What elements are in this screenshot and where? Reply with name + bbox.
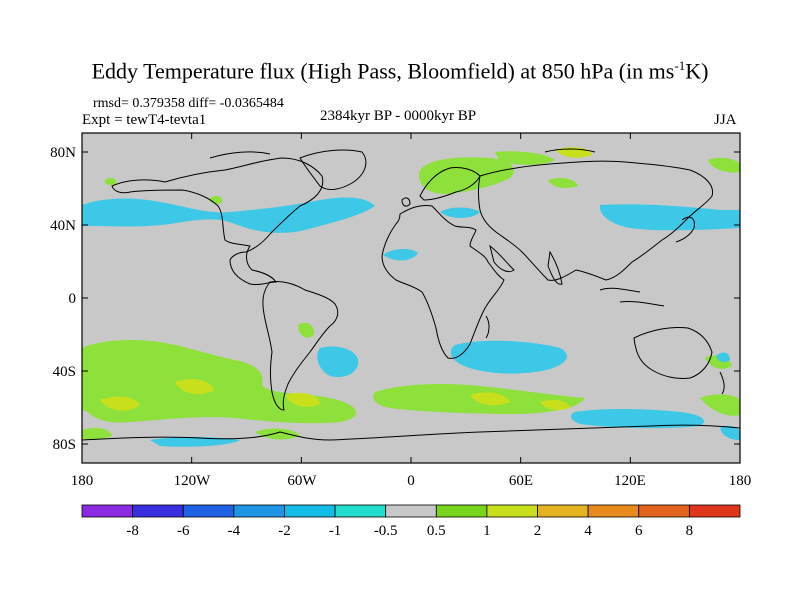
- colorbar-label: -2: [278, 523, 291, 539]
- south-america-coast: [262, 281, 339, 411]
- cyan-region: [720, 425, 740, 440]
- lat-label-40s: 40S: [53, 364, 76, 380]
- madagascar-coast: [485, 315, 490, 339]
- colorbar-swatch: [182, 504, 235, 518]
- experiment-label: Expt = tewT4-tevta1: [82, 112, 207, 128]
- colorbar-label: -1: [329, 523, 342, 539]
- yellow-region: [100, 396, 140, 411]
- yellow-region: [285, 392, 320, 407]
- lat-label-80s: 80S: [53, 437, 76, 453]
- colorbar-swatch: [284, 504, 336, 518]
- uk-coast: [401, 197, 411, 207]
- green-region: [548, 178, 578, 188]
- title-superscript: -1: [674, 58, 686, 73]
- cyan-region: [599, 204, 740, 231]
- colorbar-label: -4: [228, 523, 241, 539]
- yellow-region: [540, 400, 570, 410]
- colorbar: [81, 504, 741, 518]
- green-region: [255, 428, 300, 440]
- cyan-region: [570, 409, 704, 429]
- anomaly-fields: [82, 147, 740, 447]
- lat-label-40n: 40N: [50, 218, 76, 234]
- colorbar-label: 4: [584, 523, 592, 539]
- north-america-coast: [111, 157, 324, 286]
- colorbar-label: 8: [686, 523, 694, 539]
- colorbar-swatch: [486, 504, 538, 518]
- arctic-islands-coast: [544, 148, 596, 153]
- europe-africa-coast: [381, 205, 505, 359]
- colorbar-swatch: [688, 504, 741, 518]
- green-region: [495, 151, 555, 165]
- japan-coast: [675, 216, 695, 243]
- lat-label-0: 0: [69, 291, 77, 307]
- green-region: [82, 428, 112, 440]
- axis-ticks: [81, 133, 741, 463]
- islands-coast: [619, 301, 665, 307]
- green-region: [708, 157, 740, 173]
- stats-text: rmsd= 0.379358 diff= -0.0365484: [93, 96, 284, 111]
- yellow-region: [470, 392, 510, 406]
- yellow-region: [175, 379, 214, 395]
- green-region: [700, 394, 740, 416]
- cyan-region: [82, 197, 375, 233]
- islands-coast: [599, 287, 641, 293]
- greenland-coast: [299, 149, 367, 191]
- cyan-region: [716, 352, 730, 363]
- colorbar-swatch: [638, 504, 690, 518]
- green-region: [298, 322, 315, 338]
- colorbar-labels: -8 -6 -4 -2 -1 -0.5 0.5 1 2 4 6 8: [126, 523, 693, 539]
- colorbar-label: -0.5: [374, 523, 398, 539]
- cyan-region: [150, 437, 240, 447]
- lon-label-0: 0: [407, 473, 415, 489]
- lon-label-60w: 60W: [287, 473, 317, 489]
- cyan-region: [383, 249, 418, 261]
- colorbar-swatch: [233, 504, 285, 518]
- colorbar-swatch: [81, 504, 134, 518]
- green-region: [209, 195, 223, 204]
- colorbar-label: -8: [126, 523, 139, 539]
- colorbar-swatch: [385, 504, 437, 518]
- map-title: Eddy Temperature flux (High Pass, Bloomf…: [91, 58, 709, 84]
- cyan-region: [317, 346, 359, 378]
- colorbar-label: 1: [483, 523, 491, 539]
- colorbar-swatch: [132, 504, 184, 518]
- arctic-islands-coast: [209, 151, 271, 159]
- asia-coast: [478, 160, 714, 281]
- period-label: 2384kyr BP - 0000kyr BP: [320, 108, 477, 124]
- cyan-region: [450, 340, 567, 374]
- colorbar-label: 6: [635, 523, 643, 539]
- lon-label-180w: 180: [71, 473, 94, 489]
- green-region: [104, 177, 117, 185]
- lon-label-60e: 60E: [509, 473, 533, 489]
- cyan-region: [440, 207, 480, 218]
- lat-label-80n: 80N: [50, 145, 76, 161]
- new-zealand-coast: [719, 371, 725, 395]
- lon-label-180e: 180: [729, 473, 752, 489]
- colorbar-swatch: [334, 504, 387, 518]
- lon-label-120w: 120W: [174, 473, 212, 489]
- coastlines: [82, 148, 740, 441]
- colorbar-swatch: [587, 504, 640, 518]
- colorbar-swatch: [537, 504, 589, 518]
- colorbar-label: 2: [534, 523, 542, 539]
- colorbar-label: 0.5: [427, 523, 446, 539]
- lon-label-120e: 120E: [614, 473, 646, 489]
- green-region: [82, 340, 357, 424]
- arabia-coast: [489, 244, 515, 273]
- season-label: JJA: [714, 112, 737, 128]
- colorbar-swatch: [435, 504, 488, 518]
- india-coast: [547, 250, 563, 285]
- colorbar-label: -6: [177, 523, 190, 539]
- australia-coast: [633, 327, 713, 379]
- antarctica-coast: [82, 424, 740, 441]
- green-region: [419, 157, 514, 194]
